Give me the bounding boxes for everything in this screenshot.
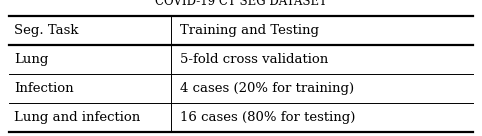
Text: Lung: Lung <box>14 53 49 66</box>
Text: Infection: Infection <box>14 82 74 95</box>
Text: 16 cases (80% for testing): 16 cases (80% for testing) <box>180 111 355 124</box>
Text: 4 cases (20% for training): 4 cases (20% for training) <box>180 82 354 95</box>
Text: Seg. Task: Seg. Task <box>14 24 79 37</box>
Text: 5-fold cross validation: 5-fold cross validation <box>180 53 328 66</box>
Text: COVID-19 CT SEG DATASET: COVID-19 CT SEG DATASET <box>155 0 327 8</box>
Text: Training and Testing: Training and Testing <box>180 24 319 37</box>
Text: Lung and infection: Lung and infection <box>14 111 141 124</box>
